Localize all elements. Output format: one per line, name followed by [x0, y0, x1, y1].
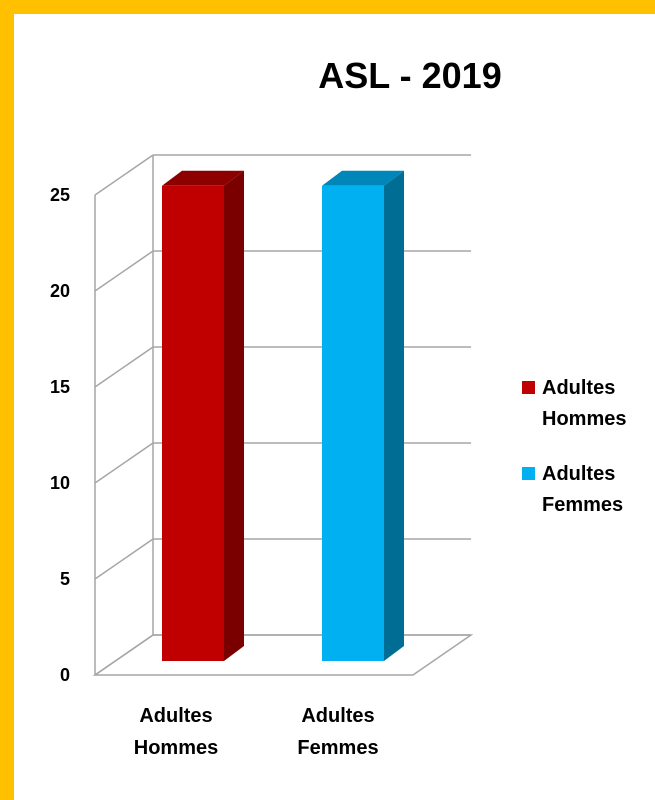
bar-2 — [322, 170, 404, 662]
gridline-side — [94, 442, 154, 484]
gridline-side — [94, 346, 154, 388]
chart-title: ASL - 2019 — [318, 55, 501, 96]
legend-label: Hommes — [542, 408, 626, 430]
legend-swatch — [522, 467, 535, 480]
y-tick-label: 0 — [60, 665, 70, 685]
gridline-side — [94, 154, 154, 196]
chart-floor — [92, 634, 474, 676]
plot-area: 0 5 10 15 20 25 Adultes Hommes Adultes Femmes — [50, 154, 474, 759]
y-tick-label: 10 — [50, 473, 70, 493]
legend-label: Adultes — [542, 463, 615, 485]
y-tick-label: 15 — [50, 377, 70, 397]
gridline-side — [94, 538, 154, 580]
bar-side — [224, 170, 244, 662]
bar-side — [384, 170, 404, 662]
bar-1 — [162, 170, 244, 662]
gridline-side — [94, 250, 154, 292]
bar-top — [162, 170, 244, 186]
gridline-side — [94, 634, 154, 676]
legend: Adultes Hommes Adultes Femmes — [522, 377, 626, 516]
legend-label: Femmes — [542, 494, 623, 516]
y-tick-label: 25 — [50, 185, 70, 205]
x-tick-label: Femmes — [297, 737, 378, 759]
bar-front — [162, 185, 224, 662]
legend-label: Adultes — [542, 377, 615, 399]
x-tick-label: Adultes — [139, 705, 212, 727]
y-tick-label: 20 — [50, 281, 70, 301]
x-tick-label: Adultes — [301, 705, 374, 727]
y-tick-label: 5 — [60, 569, 70, 589]
bar-top — [322, 170, 404, 186]
legend-swatch — [522, 381, 535, 394]
bar-front — [322, 185, 384, 662]
x-tick-label: Hommes — [134, 737, 218, 759]
